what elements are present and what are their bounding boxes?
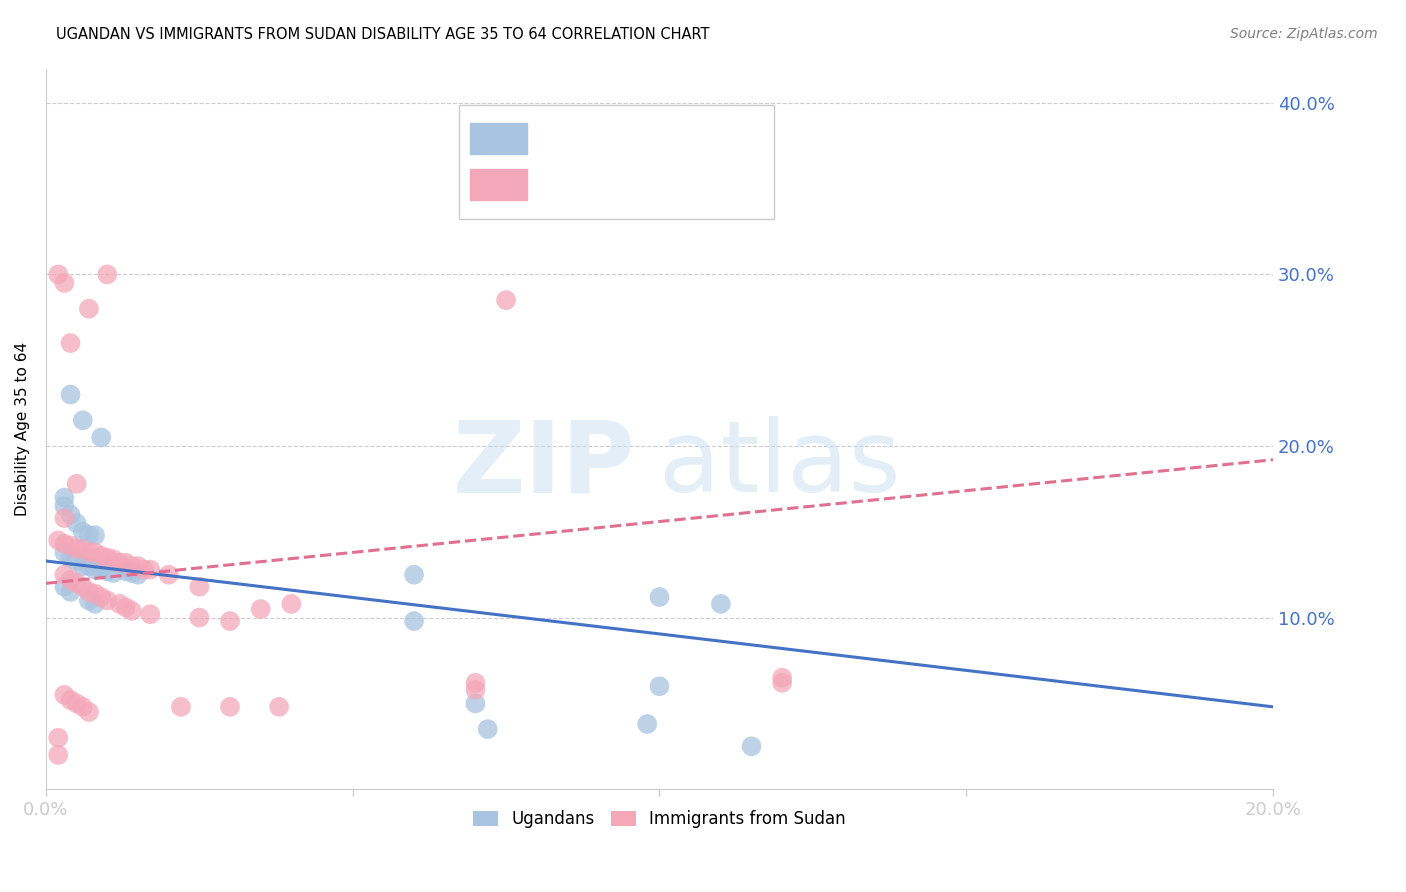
Point (108, 597, 131, 611)
Point (84, 597, 107, 611)
Text: UGANDAN VS IMMIGRANTS FROM SUDAN DISABILITY AGE 35 TO 64 CORRELATION CHART: UGANDAN VS IMMIGRANTS FROM SUDAN DISABIL… (56, 27, 710, 42)
Point (77, 545, 100, 559)
Point (59, 573, 82, 587)
Point (59, 585, 82, 599)
Point (66, 697, 89, 711)
Point (170, 699, 193, 714)
Text: ZIP: ZIP (453, 417, 636, 514)
Point (59, 387, 82, 401)
Point (96, 564, 118, 578)
Point (636, 717, 658, 731)
Point (59, 550, 82, 565)
Point (46, 533, 69, 548)
Point (53, 567, 76, 582)
Point (188, 580, 211, 594)
Point (53, 545, 76, 559)
Point (46, 731, 69, 745)
Point (188, 610, 211, 624)
Point (127, 567, 149, 582)
Point (464, 682, 486, 697)
Point (77, 528, 100, 542)
Point (66, 516, 89, 531)
Point (103, 552, 125, 566)
Point (77, 585, 100, 599)
Point (66, 476, 89, 491)
Point (404, 567, 426, 582)
Point (127, 559, 149, 574)
Point (710, 597, 733, 611)
Point (219, 614, 242, 628)
Point (477, 722, 499, 736)
Point (139, 563, 162, 577)
Point (464, 676, 486, 690)
Point (90, 590, 112, 604)
Point (46, 268, 69, 282)
Text: atlas: atlas (659, 417, 901, 514)
Point (46, 747, 69, 762)
Point (66, 541, 89, 556)
Point (269, 699, 291, 714)
Point (72, 699, 94, 714)
Point (121, 604, 143, 618)
Point (96, 593, 118, 607)
Point (90, 430, 112, 444)
Point (770, 671, 793, 685)
Point (59, 336, 82, 351)
Point (219, 699, 242, 714)
Text: Source: ZipAtlas.com: Source: ZipAtlas.com (1230, 27, 1378, 41)
Point (90, 563, 112, 577)
Point (72, 413, 94, 427)
Point (53, 499, 76, 513)
Point (66, 576, 89, 591)
Legend: Ugandans, Immigrants from Sudan: Ugandans, Immigrants from Sudan (467, 804, 853, 835)
Point (53, 276, 76, 290)
Point (90, 549, 112, 563)
Point (53, 580, 76, 594)
Point (741, 739, 763, 754)
Point (59, 508, 82, 522)
Point (114, 600, 136, 615)
Point (84, 586, 107, 600)
Point (53, 537, 76, 551)
Point (96, 268, 118, 282)
Point (59, 539, 82, 553)
Point (108, 556, 131, 570)
Point (648, 590, 671, 604)
Point (121, 559, 143, 574)
Point (157, 567, 180, 582)
Point (134, 563, 156, 577)
Point (53, 491, 76, 505)
Point (96, 550, 118, 565)
Point (114, 556, 136, 570)
Point (84, 545, 107, 559)
Point (139, 607, 162, 622)
Point (404, 614, 426, 628)
Point (770, 676, 793, 690)
Point (648, 679, 671, 693)
Point (72, 559, 94, 574)
Point (53, 511, 76, 525)
Point (249, 602, 271, 616)
Y-axis label: Disability Age 35 to 64: Disability Age 35 to 64 (15, 342, 30, 516)
Point (59, 693, 82, 707)
Point (121, 566, 143, 580)
Point (464, 697, 486, 711)
Point (72, 580, 94, 594)
Point (114, 564, 136, 578)
Point (103, 566, 125, 580)
Point (53, 688, 76, 702)
Point (280, 597, 302, 611)
Point (84, 528, 107, 542)
Point (77, 705, 100, 719)
Point (66, 554, 89, 568)
Point (77, 559, 100, 574)
Point (77, 593, 100, 607)
Point (84, 563, 107, 577)
Point (495, 293, 517, 308)
Point (72, 541, 94, 556)
Point (77, 301, 100, 316)
Point (72, 524, 94, 539)
